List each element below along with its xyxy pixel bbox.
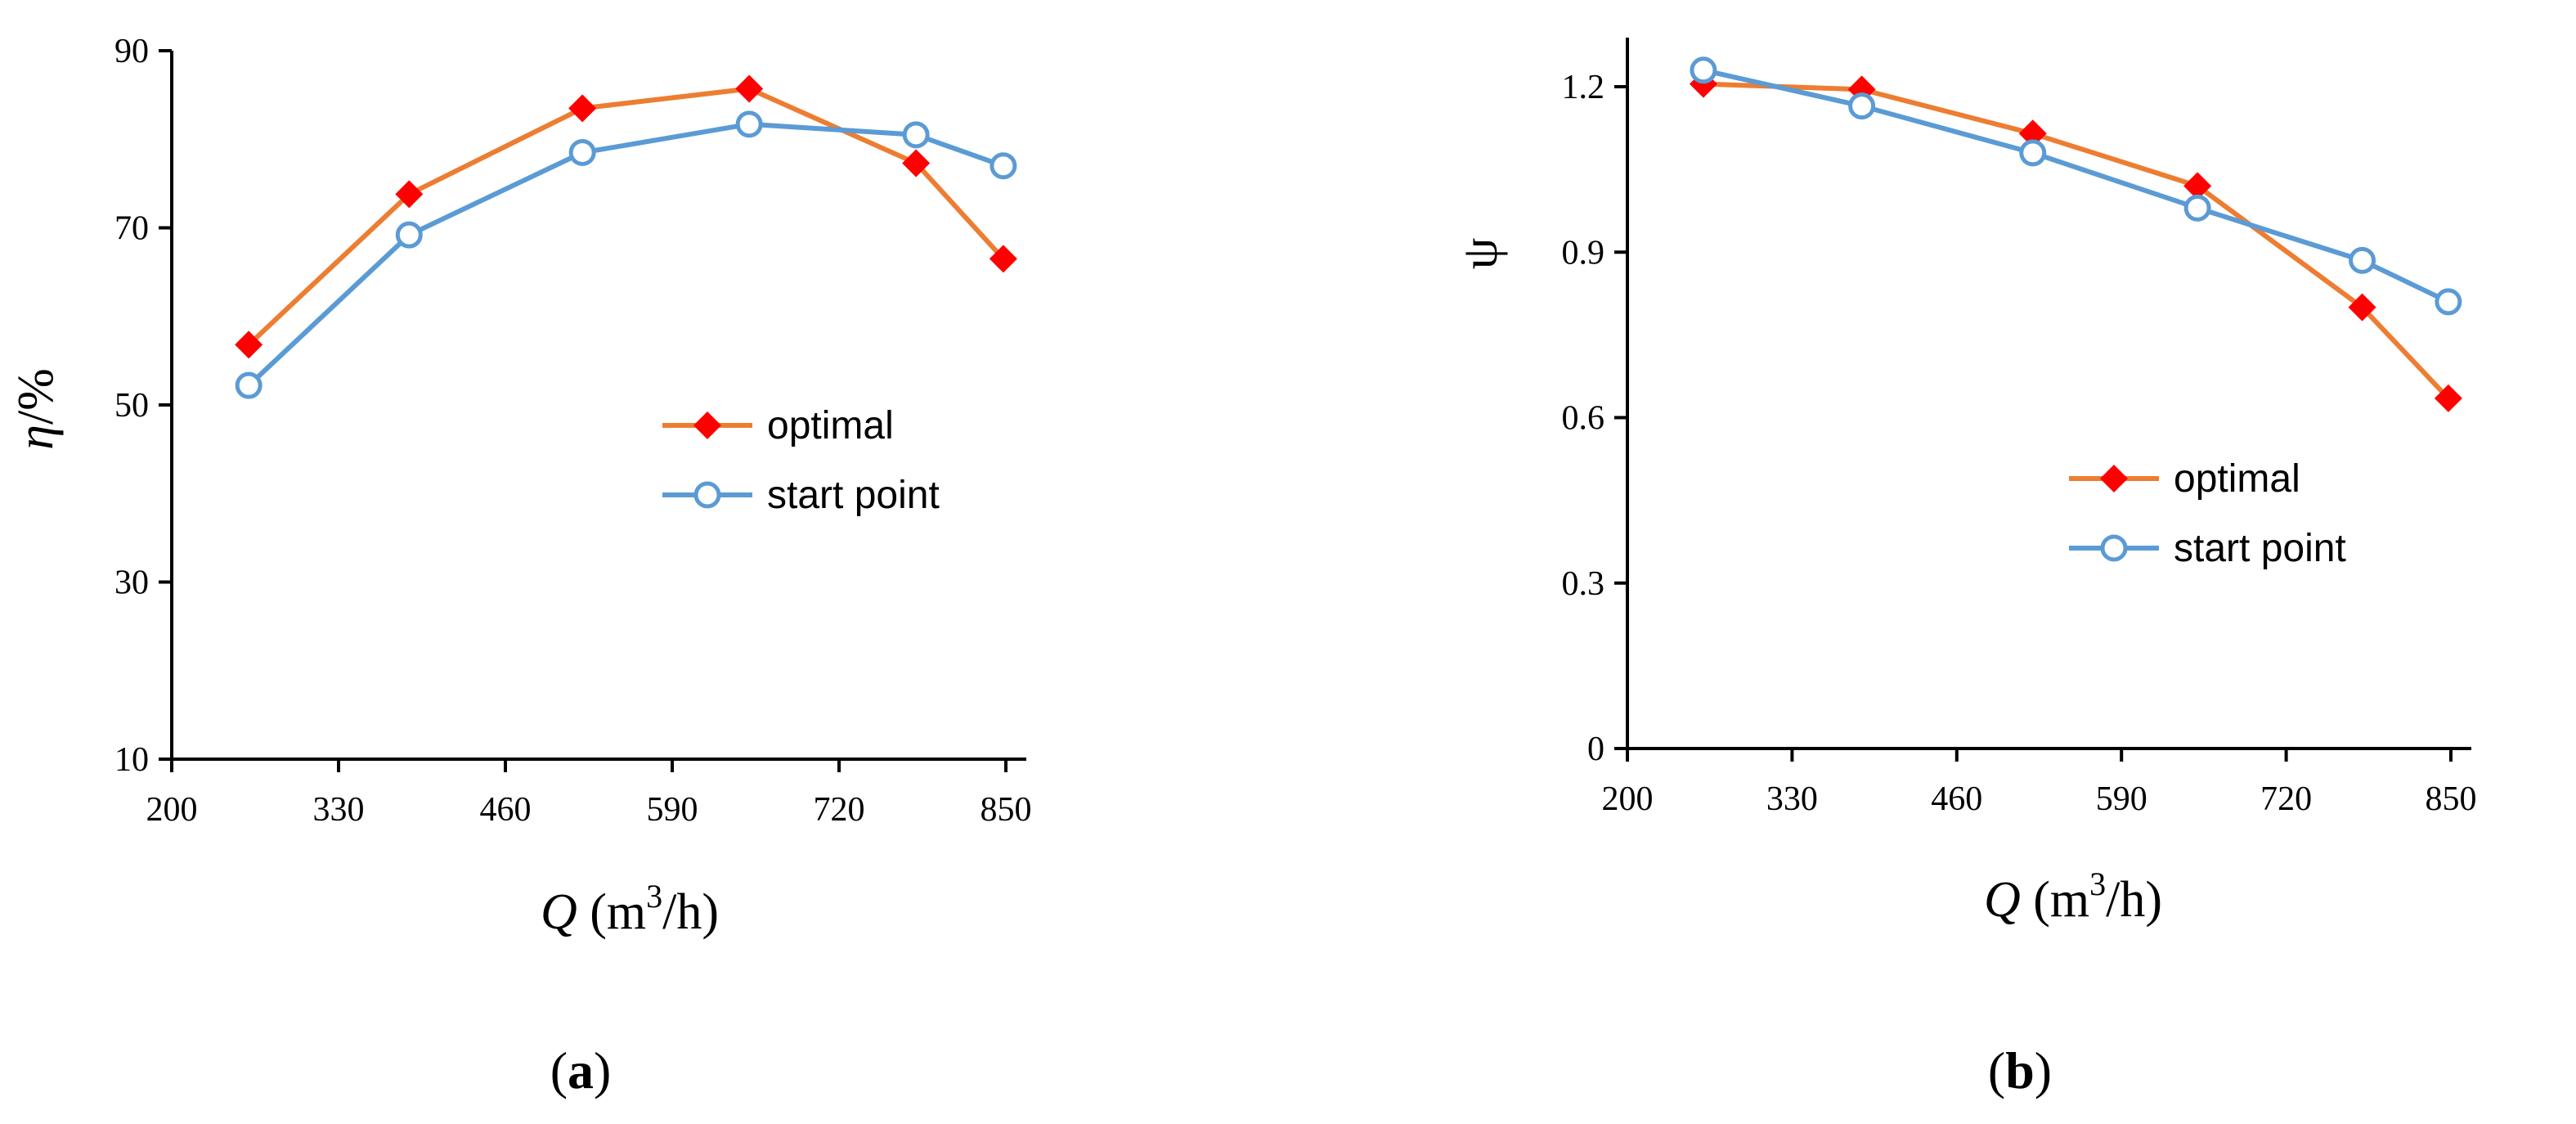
series-line-optimal-a (247, 86, 1006, 347)
data-point-optimal-b (2434, 384, 2462, 412)
legend-marker-start-point-a (693, 481, 721, 509)
y-tick-label-a: 30 (114, 564, 149, 602)
x-axis-unit-prefix-b: (m (2021, 872, 2089, 928)
chart-panel-b: 0 0.3 0.6 0.9 1.2 200 330 460 590 720 850 optimal st… (1452, 38, 2477, 1099)
series-line-optimal-b (1703, 81, 2451, 400)
legend-marker-start-point-b (2100, 534, 2128, 562)
legend-marker-optimal-b (2100, 465, 2128, 492)
y-tick-label-a: 90 (114, 33, 149, 70)
legend-marker-optimal-a (693, 411, 721, 439)
x-tick-label-a: 850 (981, 791, 1032, 829)
series-line-start-point-b (1703, 67, 2450, 304)
data-point-start-point-b (2019, 139, 2047, 167)
y-tick-label-b: 0 (1587, 731, 1604, 768)
y-tick-label-a: 10 (114, 741, 149, 779)
x-tick-label-b: 460 (1931, 780, 1982, 818)
data-point-optimal-a (989, 245, 1017, 273)
x-axis-label-a: Q (m3/h) (541, 878, 719, 940)
panel-label-a: (a) (550, 1041, 612, 1099)
x-axis-label-b: Q (m3/h) (1984, 865, 2162, 928)
data-point-start-point-a (902, 121, 930, 149)
x-axis-unit-suffix-a: /h) (662, 884, 719, 940)
x-axis-unit-suffix-b: /h) (2106, 872, 2162, 928)
x-axis-unit-prefix-a: (m (577, 884, 646, 940)
x-tick-label-b: 330 (1766, 780, 1818, 818)
x-tick-label-a: 720 (814, 791, 865, 829)
x-axis-unit-sup-a: 3 (646, 878, 662, 915)
x-tick-label-b: 850 (2426, 780, 2477, 818)
y-tick-label-a: 50 (114, 387, 149, 425)
data-point-optimal-a (395, 180, 424, 209)
x-tick-label-a: 460 (480, 791, 532, 829)
data-point-start-point-a (235, 371, 263, 399)
data-point-start-point-b (2349, 246, 2376, 274)
x-axis-symbol-b: Q (1984, 872, 2021, 928)
x-axis-unit-sup-b: 3 (2089, 865, 2106, 902)
plot-area-b: 0 0.3 0.6 0.9 1.2 200 330 460 590 720 850 optimal st… (1562, 38, 2477, 818)
data-point-start-point-b (2183, 194, 2211, 222)
x-tick-label-b: 590 (2096, 780, 2147, 818)
data-point-start-point-a (990, 152, 1017, 180)
y-axis-label-b: ψ (1452, 237, 1508, 269)
x-tick-label-a: 590 (647, 791, 698, 829)
data-point-start-point-b (2435, 288, 2462, 316)
data-point-optimal-a (235, 330, 263, 359)
x-tick-label-b: 720 (2260, 780, 2312, 818)
x-axis-symbol-a: Q (541, 884, 577, 940)
legend-label-start-point-a: start point (767, 474, 940, 517)
data-point-start-point-b (1848, 92, 1876, 120)
y-tick-label-b: 0.3 (1562, 565, 1605, 603)
plot-area-a: 10 30 50 70 90 200 330 460 590 720 850 optimal start… (114, 33, 1032, 829)
y-axis-unit-a: /% (8, 368, 64, 425)
data-point-start-point-a (735, 110, 763, 138)
y-tick-label-b: 0.6 (1562, 400, 1605, 438)
data-point-optimal-a (902, 149, 931, 178)
data-point-optimal-b (2183, 172, 2212, 200)
data-point-start-point-a (395, 221, 423, 249)
y-tick-label-a: 70 (114, 210, 149, 248)
y-axis-symbol-b: ψ (1452, 237, 1508, 269)
chart-panel-a: 10 30 50 70 90 200 330 460 590 720 850 optimal start… (8, 33, 1032, 1099)
data-point-start-point-b (1690, 56, 1717, 84)
y-axis-symbol-a: η (8, 425, 64, 450)
panel-label-b: (b) (1988, 1041, 2052, 1099)
y-tick-label-b: 0.9 (1562, 234, 1605, 272)
x-tick-label-a: 330 (313, 791, 365, 829)
y-axis-label-a: η/% (8, 368, 64, 450)
x-tick-label-b: 200 (1602, 780, 1654, 818)
data-point-optimal-a (568, 94, 597, 123)
data-point-start-point-a (568, 138, 596, 166)
legend-label-start-point-b: start point (2174, 527, 2346, 570)
legend-label-optimal-a: optimal (767, 404, 894, 447)
legend-label-optimal-b: optimal (2174, 457, 2300, 501)
series-line-start-point-a (247, 121, 1004, 388)
data-point-optimal-a (735, 74, 764, 103)
data-point-optimal-b (2348, 293, 2376, 321)
data-point-optimal-b (2018, 119, 2047, 148)
x-tick-label-a: 200 (146, 791, 198, 829)
y-tick-label-b: 1.2 (1562, 69, 1605, 106)
